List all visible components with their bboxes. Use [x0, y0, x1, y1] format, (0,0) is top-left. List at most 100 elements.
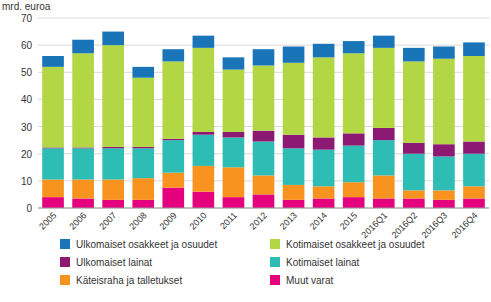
bar-segment	[283, 63, 305, 135]
bar-segment	[373, 128, 395, 140]
y-tick-label: 50	[21, 67, 33, 78]
bar-segment	[283, 47, 305, 63]
x-tick-label: 2008	[127, 210, 148, 231]
bar-segment	[433, 47, 455, 59]
bar-segment	[403, 143, 425, 154]
bar-segment	[313, 150, 335, 187]
bar-segment	[433, 156, 455, 190]
y-tick-label: 60	[21, 40, 33, 51]
bar-segment	[403, 199, 425, 209]
bar-segment	[42, 56, 64, 67]
bar-segment	[373, 140, 395, 175]
y-tick-label: 0	[26, 203, 32, 214]
bar-segment	[253, 131, 275, 142]
chart: mrd. euroa010203040506070200520062007200…	[0, 0, 491, 302]
bar-segment	[193, 132, 215, 135]
x-tick-label: 2013	[278, 210, 299, 231]
x-tick-label: 2006	[67, 210, 88, 231]
bar-segment	[102, 147, 124, 148]
bar-segment	[42, 67, 64, 148]
grid-line	[38, 18, 489, 19]
x-tick-label: 2016Q1	[359, 210, 389, 240]
bar-segment	[102, 180, 124, 200]
bar-segment	[283, 185, 305, 200]
bar-segment	[403, 154, 425, 191]
bar-segment	[343, 41, 365, 53]
bar-segment	[463, 42, 485, 56]
bar-segment	[343, 197, 365, 208]
bar-segment	[42, 180, 64, 198]
bars	[42, 32, 485, 208]
bar-segment	[313, 199, 335, 209]
x-axis-line	[38, 208, 489, 209]
x-tick-label: 2014	[308, 210, 329, 231]
y-tick-label: 10	[21, 176, 33, 187]
bar-segment	[373, 48, 395, 128]
bar-segment	[193, 36, 215, 48]
bar-segment	[403, 190, 425, 198]
grid-line	[38, 208, 489, 209]
y-tick-label: 70	[21, 13, 33, 24]
legend-label: Käteisraha ja talletukset	[76, 275, 182, 286]
bar-segment	[373, 36, 395, 48]
bar-segment	[72, 40, 94, 54]
bar-segment	[223, 132, 245, 137]
bar-segment	[433, 144, 455, 156]
bar-segment	[102, 148, 124, 179]
bar-segment	[283, 148, 305, 185]
bar-segment	[253, 66, 275, 131]
bar-segment	[223, 137, 245, 167]
bar-segment	[42, 197, 64, 208]
bar-segment	[102, 200, 124, 208]
legend-label: Ulkomaiset osakkeet ja osuudet	[76, 239, 217, 250]
legend-label: Muut varat	[286, 275, 333, 286]
bar-segment	[162, 188, 184, 208]
bar-segment	[102, 45, 124, 147]
bar-segment	[433, 59, 455, 145]
bar-segment	[343, 146, 365, 183]
bar-segment	[193, 166, 215, 192]
bar-segment	[463, 56, 485, 142]
x-tick-label: 2011	[218, 210, 239, 231]
bar-segment	[253, 49, 275, 65]
bar-segment	[223, 57, 245, 69]
legend-swatch	[270, 239, 280, 249]
bar-segment	[193, 135, 215, 166]
x-tick-label: 2016Q2	[390, 210, 420, 240]
x-tick-label: 2012	[248, 210, 269, 231]
legend-swatch	[60, 275, 70, 285]
bar-segment	[463, 142, 485, 154]
bar-segment	[132, 200, 154, 208]
bar-segment	[253, 175, 275, 194]
x-tick-label: 2016Q3	[420, 210, 450, 240]
bar-segment	[162, 173, 184, 188]
bar-segment	[223, 70, 245, 132]
bar-segment	[343, 53, 365, 133]
bar-segment	[313, 44, 335, 58]
bar-segment	[433, 190, 455, 200]
bar-segment	[42, 148, 64, 179]
bar-segment	[463, 199, 485, 209]
legend-swatch	[270, 257, 280, 267]
bar-segment	[313, 186, 335, 198]
bar-segment	[72, 148, 94, 179]
bar-segment	[193, 48, 215, 132]
bar-segment	[313, 57, 335, 137]
bar-segment	[403, 48, 425, 62]
bar-segment	[253, 142, 275, 176]
bar-segment	[132, 78, 154, 147]
bar-segment	[132, 148, 154, 178]
y-tick-label: 40	[21, 94, 33, 105]
bar-segment	[162, 49, 184, 61]
legend-swatch	[60, 239, 70, 249]
y-tick-label: 30	[21, 122, 33, 133]
legend-label: Kotimaiset lainat	[286, 257, 360, 268]
bar-segment	[253, 194, 275, 208]
bar-segment	[403, 61, 425, 142]
bar-segment	[72, 180, 94, 199]
bar-segment	[102, 32, 124, 46]
x-tick-label: 2016Q4	[450, 210, 480, 240]
bar-segment	[343, 182, 365, 197]
bar-segment	[193, 192, 215, 208]
bar-segment	[463, 186, 485, 198]
